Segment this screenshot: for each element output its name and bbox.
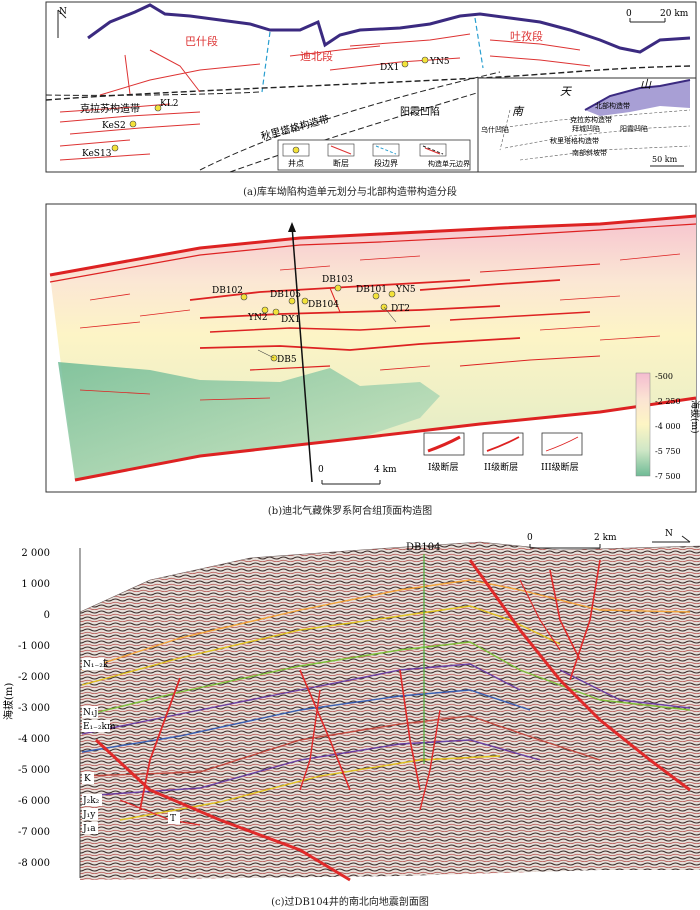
north-label-a: N <box>59 7 67 17</box>
horizon-label: J₂k₂ <box>82 796 100 806</box>
panel-c-section: DB104 2 000 1 000 0 -1 000 -2 000 -3 000… <box>2 529 700 882</box>
inset-label: 阳霞凹陷 <box>620 124 648 133</box>
north-arrow-icon <box>57 9 67 38</box>
segment-label: 迪北段 <box>300 49 333 63</box>
well-label: YN5 <box>395 285 416 295</box>
well-label: KeS2 <box>102 121 126 131</box>
colorbar-tick: -7 500 <box>655 472 681 481</box>
caption-a: (a)库车坳陷构造单元划分与北部构造带构造分段 <box>243 187 457 198</box>
segment-label: 巴什段 <box>185 34 218 48</box>
horizon-label: J₁a <box>82 824 96 834</box>
horizon-label: J₁y <box>82 810 96 820</box>
scale-bar-a <box>629 18 666 23</box>
inset-label: 北部构造带 <box>595 101 630 110</box>
y-tick: -6 000 <box>18 796 50 807</box>
well-label: YN5 <box>429 57 450 67</box>
legend-item: III级断层 <box>541 461 579 473</box>
legend-item: 段边界 <box>374 158 398 168</box>
legend-item: 井点 <box>288 158 304 168</box>
well-label: KL2 <box>160 99 178 109</box>
well-label: DT2 <box>391 304 410 314</box>
legend-item: 断层 <box>333 158 349 168</box>
inset-label: 南部斜坡带 <box>572 148 607 157</box>
scale-label-b: 4 km <box>374 465 397 475</box>
wells-a: KL2 KeS2 KeS13 DX1 YN5 <box>82 56 450 159</box>
horizon-label: E₁₋₂km <box>83 722 116 732</box>
well-label: DB101 <box>356 285 387 295</box>
y-tick: -4 000 <box>18 734 50 745</box>
legend-item: II级断层 <box>484 461 518 473</box>
panel-b: DB102 DB105 DB104 DB103 DB101 YN5 YN2 DX… <box>0 200 700 500</box>
inset-label: 山 <box>640 78 652 91</box>
y-tick: -7 000 <box>18 827 50 838</box>
y-tick: -3 000 <box>18 703 50 714</box>
inset-scale: 50 km <box>652 155 678 164</box>
section-arrow-icon <box>288 222 296 232</box>
inset-label: 南 <box>512 105 525 118</box>
caption-b: (b)迪北气藏侏罗系阿合组顶面构造图 <box>267 506 433 517</box>
horizon-label: N₁j <box>83 708 97 718</box>
scale-zero-b: 0 <box>318 465 324 475</box>
legend-item: I级断层 <box>428 461 459 473</box>
well-label: YN2 <box>247 313 268 323</box>
well-label: DX1 <box>380 63 399 73</box>
scale-zero-c: 0 <box>527 533 533 543</box>
horizon-label: N₁₋₂k <box>83 660 109 670</box>
faults-b <box>79 253 681 401</box>
inset-label: 拜城凹陷 <box>572 124 600 133</box>
belt-label: 阳霞凹陷 <box>400 105 440 118</box>
inset-label: 克拉苏构造带 <box>570 115 612 124</box>
y-axis-ticks: 2 000 1 000 0 -1 000 -2 000 -3 000 -4 00… <box>18 548 50 869</box>
well-label-c: DB104 <box>406 542 440 553</box>
north-label-c: N <box>665 529 673 539</box>
scale-label-a: 20 km <box>660 9 689 19</box>
colorbar-tick: -5 750 <box>655 447 681 456</box>
well-label: KeS13 <box>82 149 112 159</box>
well-label: DB104 <box>308 300 339 310</box>
well-label: DX1 <box>281 315 300 325</box>
well-label: DB5 <box>277 355 297 365</box>
well-label: DB105 <box>270 290 301 300</box>
y-tick: 2 000 <box>21 548 50 559</box>
horizon-label: K <box>84 774 91 784</box>
inset-label: 乌什凹陷 <box>481 125 509 134</box>
colorbar-tick: -4 000 <box>655 422 681 431</box>
inset-label: 天 <box>560 85 572 98</box>
colorbar-tick: -2 250 <box>655 397 681 406</box>
inset-map <box>477 77 697 173</box>
well-label: DB102 <box>212 286 243 296</box>
panel-a-map: N 巴什段 迪北段 吐孜段 克拉苏构造带 秋里塔格构造带 阳霞凹陷 KL2 Ke… <box>45 1 697 173</box>
inset-label: 秋里塔格构造带 <box>550 136 599 145</box>
faults-c <box>94 559 691 882</box>
legend-b <box>423 432 583 456</box>
colorbar-tick: -500 <box>655 372 673 381</box>
north-arrow-c-icon <box>652 535 691 543</box>
y-tick: 0 <box>44 610 50 621</box>
y-tick: -2 000 <box>18 672 50 683</box>
scale-zero-a: 0 <box>626 9 632 19</box>
faults-a <box>59 33 591 161</box>
legend-item: 构造单元边界 <box>428 159 470 168</box>
y-tick: 1 000 <box>21 579 50 590</box>
colorbar-title: 海拔(m) <box>689 400 700 434</box>
horizon-label: T <box>170 814 176 824</box>
y-axis-label: 海拔(m) <box>2 683 15 720</box>
y-tick: -5 000 <box>18 765 50 776</box>
caption-c: (c)过DB104井的南北向地震剖面图 <box>271 897 429 908</box>
well-label: DB103 <box>322 275 353 285</box>
panel-a: N 巴什段 迪北段 吐孜段 克拉苏构造带 秋里塔格构造带 阳霞凹陷 KL2 Ke… <box>0 0 700 200</box>
panel-c: DB104 2 000 1 000 0 -1 000 -2 000 -3 000… <box>0 520 700 892</box>
horizons <box>81 579 691 821</box>
scale-label-c: 2 km <box>594 533 617 543</box>
wells-b: DB102 DB105 DB104 DB103 DB101 YN5 YN2 DX… <box>212 275 416 365</box>
y-tick: -1 000 <box>18 641 50 652</box>
belt-label: 克拉苏构造带 <box>80 102 140 115</box>
colorbar <box>635 372 651 477</box>
panel-b-map: DB102 DB105 DB104 DB103 DB101 YN5 YN2 DX… <box>45 203 700 493</box>
horizon-labels: N₁₋₂k N₁j E₁₋₂km K J₂k₂ J₁y J₁a T <box>82 658 180 834</box>
y-tick: -8 000 <box>18 858 50 869</box>
segment-label: 吐孜段 <box>510 29 543 43</box>
